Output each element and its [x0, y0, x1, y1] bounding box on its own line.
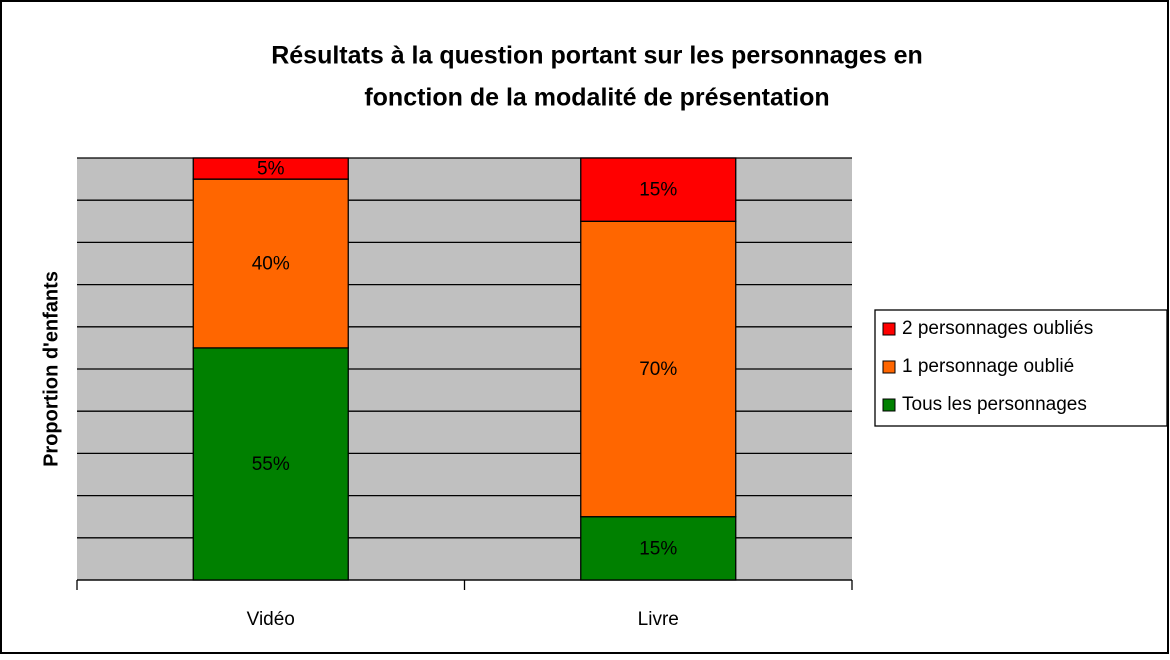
legend-swatch [882, 322, 896, 336]
data-label: 40% [252, 254, 290, 275]
y-axis-label: Proportion d'enfants [40, 271, 62, 467]
bar-segment [580, 220, 737, 518]
x-tick-label: Vidéo [247, 609, 295, 630]
data-label: 55% [252, 454, 290, 475]
chart-title: Résultats à la question portant sur les … [271, 42, 923, 70]
data-label: 5% [257, 159, 285, 180]
legend-swatch [882, 398, 896, 412]
chart-title: fonction de la modalité de présentation [364, 84, 829, 112]
legend-box [874, 309, 1168, 427]
data-label: 15% [639, 180, 677, 201]
x-tick-label: Livre [638, 609, 679, 630]
legend-label: Tous les personnages [902, 394, 1087, 415]
legend-label: 2 personnages oubliés [902, 318, 1093, 339]
data-label: 70% [639, 359, 677, 380]
data-label: 15% [639, 538, 677, 559]
bar-segment [192, 157, 349, 180]
legend-swatch [882, 360, 896, 374]
bar-segment [580, 157, 737, 222]
legend-label: 1 personnage oublié [902, 356, 1074, 377]
